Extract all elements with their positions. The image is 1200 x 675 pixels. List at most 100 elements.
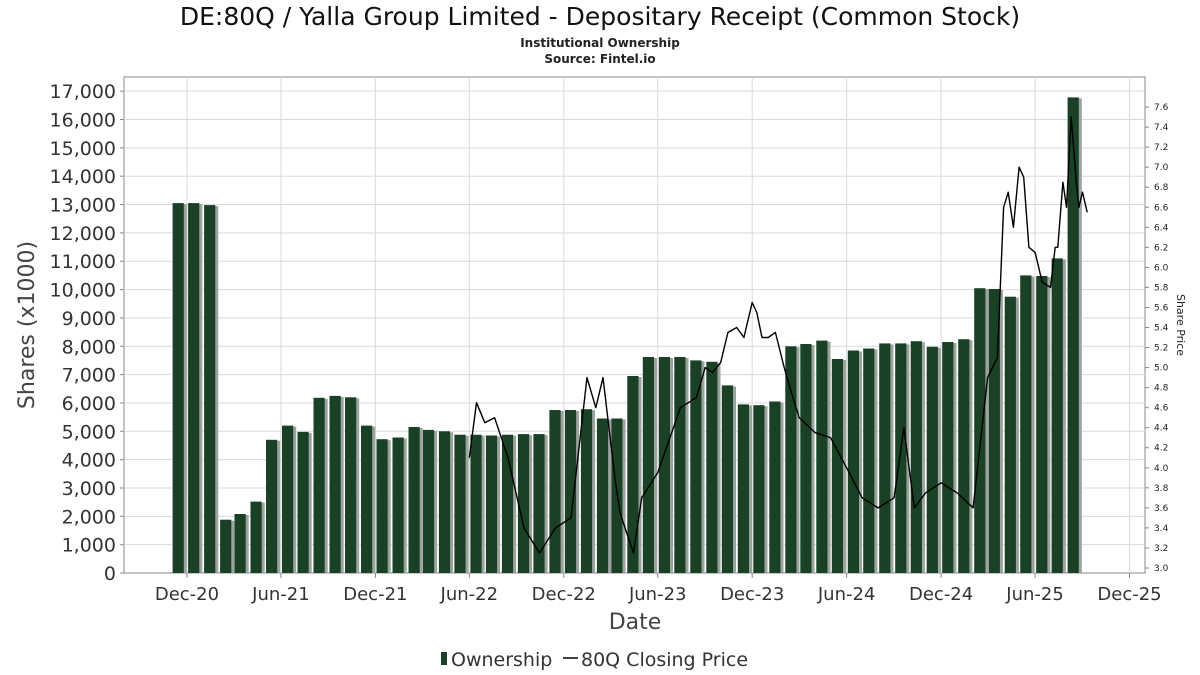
y2-tick-label: 3.6 (1154, 504, 1169, 514)
ownership-bar-body (642, 357, 654, 573)
ownership-bar-body (942, 342, 954, 573)
ownership-bar-body (250, 501, 262, 573)
ownership-bar (753, 405, 768, 573)
legend-price-label: 80Q Closing Price (581, 649, 748, 671)
ownership-bar-body (847, 350, 859, 573)
y-tick-label: 12,000 (50, 223, 116, 245)
y-tick-label: 5,000 (62, 421, 116, 443)
ownership-bar-body (769, 401, 781, 573)
ownership-bar-body (408, 427, 420, 573)
x-tick-label: Jun-24 (817, 584, 876, 605)
chart-source: Source: Fintel.io (544, 52, 656, 66)
y2-tick-label: 7.2 (1154, 143, 1168, 153)
y-axis-title: Shares (x1000) (15, 241, 40, 409)
ownership-bar (926, 346, 941, 573)
y-tick-label: 10,000 (50, 280, 116, 302)
ownership-bar (234, 514, 249, 573)
ownership-bar (282, 425, 297, 573)
legend-ownership-label: Ownership (451, 649, 552, 671)
ownership-bar (988, 289, 1003, 573)
y-tick-label: 11,000 (50, 251, 116, 273)
y-axis-left: 0 1,000 2,000 3,000 4,000 5,000 6,000 7,000 8,00… (50, 81, 124, 585)
ownership-bar-body (220, 519, 232, 573)
ownership-bar (1067, 97, 1082, 574)
y2-tick-label: 6.6 (1154, 203, 1169, 213)
ownership-bar (658, 357, 673, 573)
x-tick-label: Jun-22 (440, 584, 499, 605)
ownership-bar-body (596, 418, 609, 573)
y2-tick-label: 5.8 (1154, 283, 1169, 293)
ownership-bar-body (910, 341, 922, 573)
ownership-bar (958, 339, 973, 573)
ownership-bar (408, 427, 423, 573)
ownership-bar (642, 357, 657, 573)
ownership-bar (785, 346, 800, 573)
ownership-bar-body (172, 203, 184, 573)
ownership-bar-body (863, 348, 875, 573)
x-axis: Dec-20 Jun-21 Dec-21 Jun-22 Dec-22 Jun-23 Dec-… (155, 573, 1162, 605)
y2-tick-label: 5.6 (1154, 303, 1169, 313)
ownership-bar (863, 348, 878, 573)
ownership-bar-body (895, 343, 907, 573)
ownership-bar-body (501, 434, 514, 573)
ownership-bar-body (329, 395, 341, 573)
ownership-bar-body (282, 425, 294, 573)
y-tick-label: 8,000 (62, 336, 116, 358)
ownership-bar (831, 359, 846, 573)
y-tick-label: 0 (104, 563, 116, 585)
ownership-bar-body (785, 346, 797, 573)
legend-ownership-swatch (441, 652, 447, 665)
ownership-bar-body (879, 343, 891, 573)
ownership-bar-body (958, 339, 970, 573)
x-tick-label: Jun-21 (251, 584, 310, 605)
ownership-bar (392, 437, 407, 573)
ownership-bar (501, 434, 517, 573)
x-tick-label: Jun-25 (1005, 584, 1064, 605)
x-tick-label: Dec-25 (1097, 584, 1161, 605)
y2-tick-label: 3.8 (1154, 484, 1169, 494)
ownership-bar (533, 434, 548, 573)
y-tick-label: 4,000 (62, 450, 116, 472)
x-tick-label: Dec-21 (343, 584, 407, 605)
ownership-bar (188, 203, 203, 573)
y2-tick-label: 7.6 (1154, 103, 1169, 113)
y2-tick-label: 3.4 (1154, 524, 1169, 534)
ownership-bar-body (753, 405, 765, 573)
y-tick-label: 3,000 (62, 478, 116, 500)
ownership-bar (172, 203, 187, 573)
y-axis-right: 3.0 3.2 3.4 3.6 3.8 4.0 4.2 4.4 4.6 4.8 5.0 5.2 5.4 5… (1145, 103, 1169, 574)
ownership-bar-body (800, 344, 812, 573)
ownership-bar (454, 434, 469, 573)
x-tick-label: Dec-24 (909, 584, 973, 605)
ownership-bar-body (1051, 258, 1063, 573)
ownership-bar (847, 350, 862, 573)
y2-tick-label: 7.0 (1154, 163, 1169, 173)
ownership-bar-body (376, 439, 388, 573)
ownership-bar-body (737, 404, 749, 573)
ownership-bar (220, 519, 235, 573)
price-line-group (468, 116, 1088, 554)
ownership-bar-body (580, 409, 593, 573)
ownership-bar-body (392, 437, 404, 573)
ownership-bar (1036, 276, 1051, 573)
chart-subtitle: Institutional Ownership (520, 36, 680, 50)
ownership-bar (737, 404, 752, 573)
ownership-bar-body (204, 205, 216, 573)
y-tick-label: 9,000 (62, 308, 116, 330)
ownership-bar-body (690, 360, 702, 573)
y2-tick-label: 4.4 (1154, 424, 1169, 434)
ownership-bar-body (422, 429, 435, 573)
ownership-bar (769, 401, 784, 573)
ownership-bar-body (188, 203, 200, 573)
ownership-bar (438, 431, 454, 573)
y2-axis-title: Share Price (1174, 294, 1187, 356)
ownership-bar (564, 410, 580, 573)
ownership-bar (1004, 296, 1019, 573)
ownership-bar-body (706, 361, 718, 573)
ownership-bar-body (974, 288, 986, 573)
y2-tick-label: 5.4 (1154, 324, 1169, 334)
ownership-bar-body (658, 357, 670, 573)
ownership-bar (266, 439, 281, 573)
y2-tick-label: 4.8 (1154, 384, 1169, 394)
ownership-bar (485, 435, 501, 573)
